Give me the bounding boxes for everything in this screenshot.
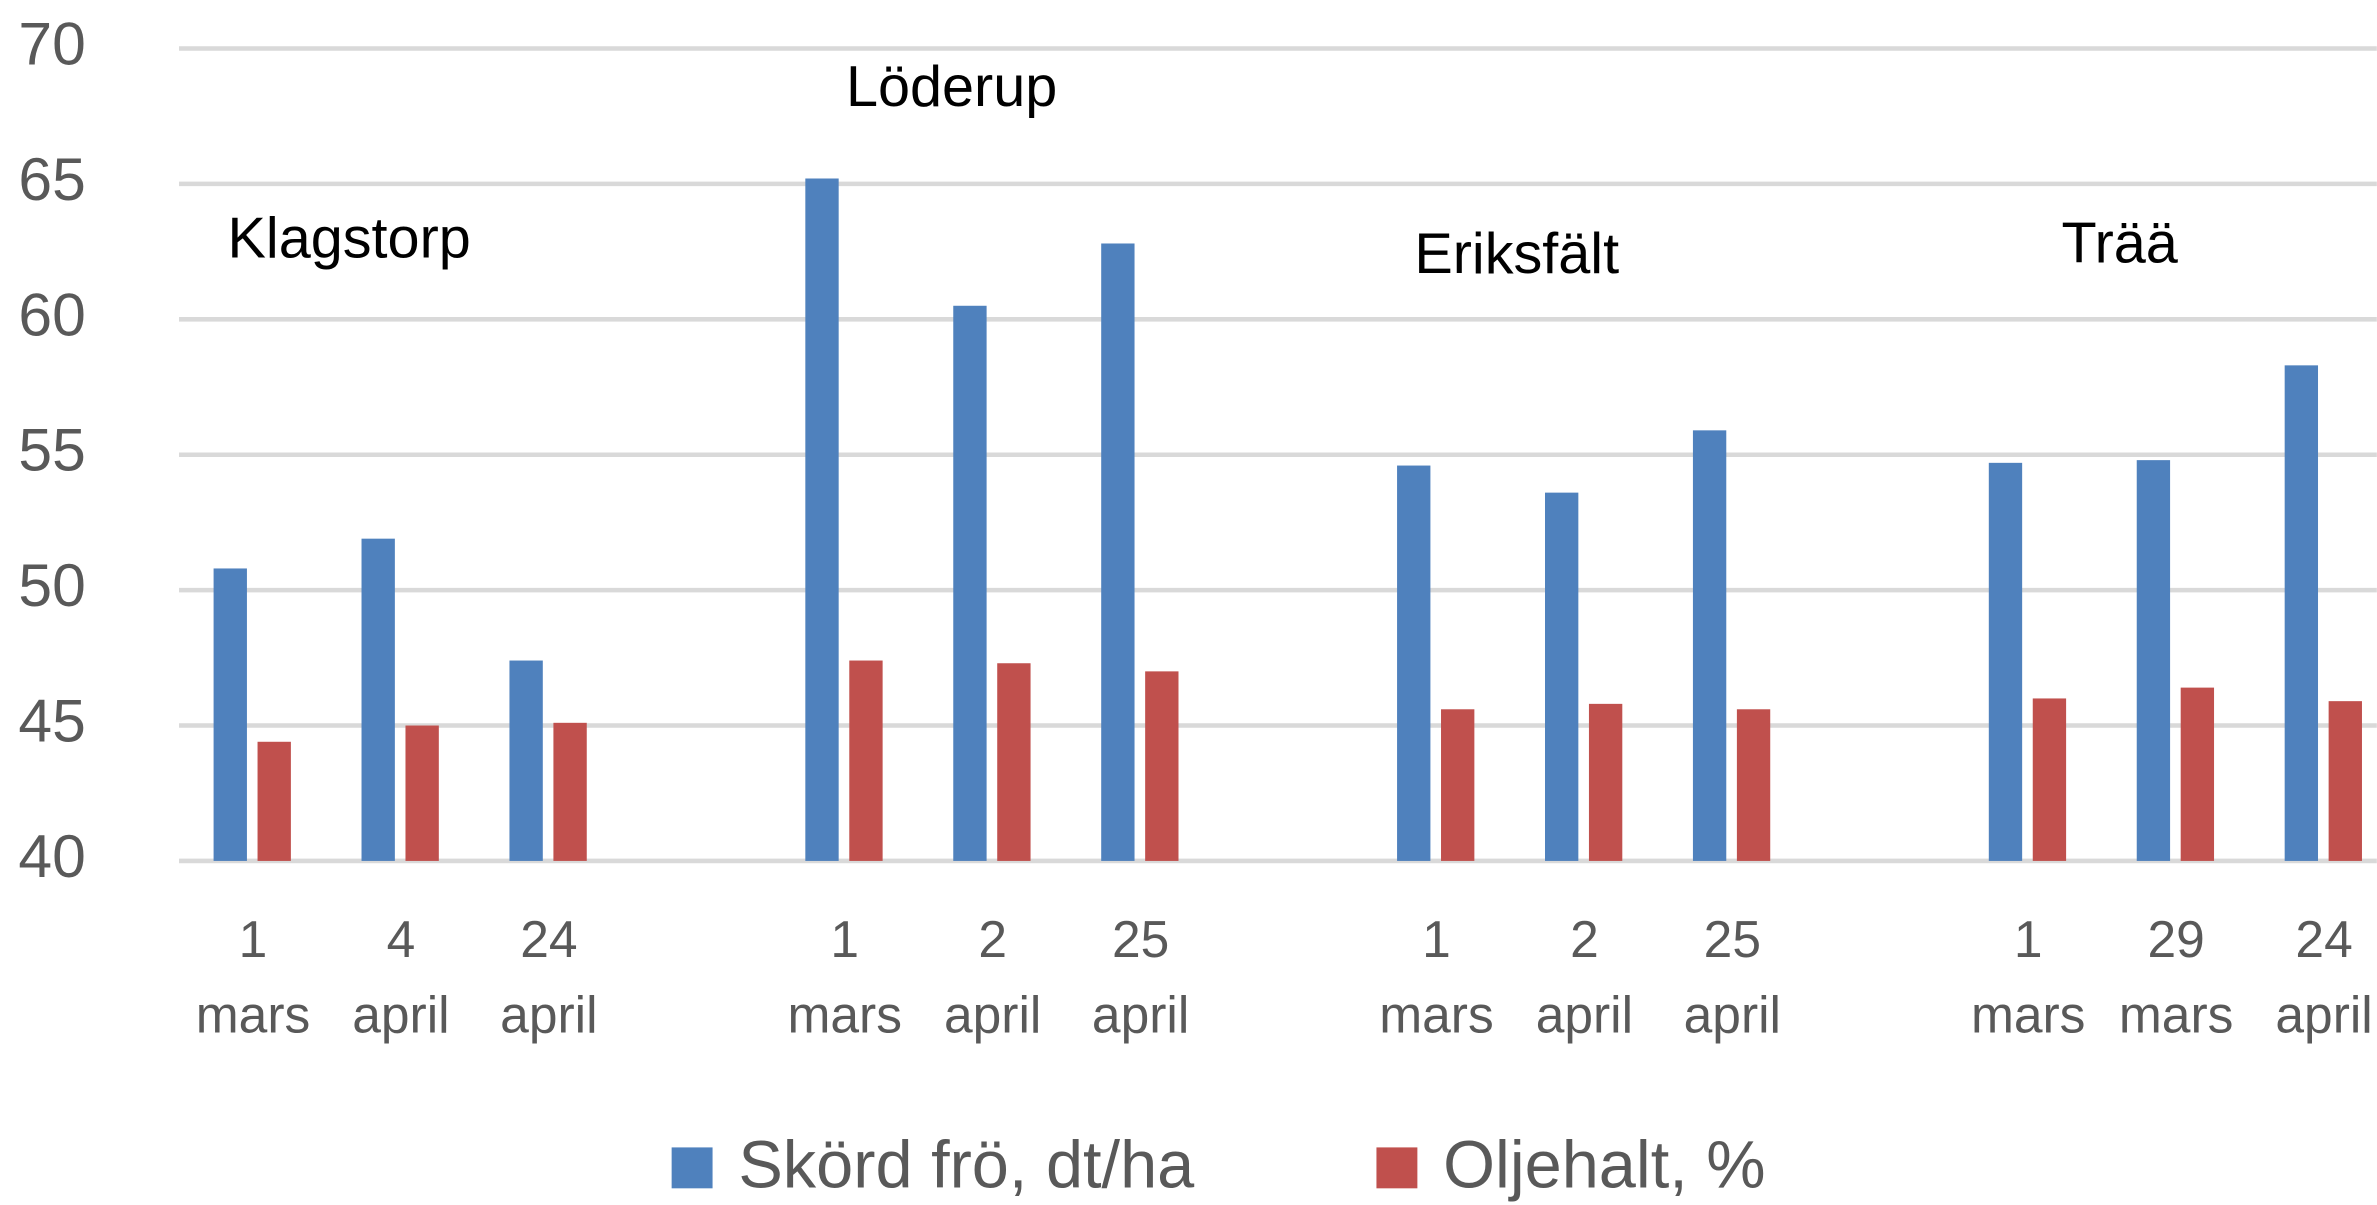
x-tick-label-line: april	[1684, 985, 1781, 1043]
y-tick-label: 55	[18, 416, 85, 484]
bar	[805, 178, 839, 861]
x-tick-label: 1 mars	[787, 909, 901, 1043]
x-tick-label: 4 april	[352, 909, 449, 1043]
y-tick-label: 65	[18, 145, 85, 213]
x-tick-label-line: april	[1536, 985, 1633, 1043]
bar	[2328, 701, 2362, 861]
bar	[405, 725, 439, 861]
y-tick-label: 50	[18, 551, 85, 619]
x-tick-label-line: 1	[239, 909, 268, 967]
grid: 40 45 50 55 60 65 70 1 mars 4 april 24 april 1 mars 2 ap…	[18, 10, 2377, 1043]
bar	[361, 538, 395, 861]
x-tick-label-line: 1	[2014, 909, 2043, 967]
x-tick-label-line: 24	[2295, 909, 2352, 967]
x-tick-label-line: 29	[2147, 909, 2204, 967]
bar	[1544, 492, 1579, 861]
x-tick-label-line: 25	[1112, 909, 1169, 967]
bar	[2180, 687, 2215, 861]
x-tick-label: 1 mars	[196, 909, 310, 1043]
bar	[2136, 460, 2171, 861]
legend-label: Oljehalt, %	[1443, 1129, 1765, 1203]
x-tick-label: 25 april	[1684, 909, 1781, 1043]
bar	[953, 305, 987, 861]
bars	[213, 178, 2362, 861]
x-tick-label-line: mars	[2119, 985, 2233, 1043]
x-tick-label: 24 april	[500, 909, 597, 1043]
legend-label: Skörd frö, dt/ha	[738, 1129, 1195, 1203]
x-tick-label-line: 4	[387, 909, 416, 967]
x-tick-label-line: mars	[196, 985, 310, 1043]
x-tick-label-line: april	[1092, 985, 1189, 1043]
x-tick-label-line: 1	[1422, 909, 1451, 967]
bar	[1588, 703, 1623, 861]
x-tick-label-line: mars	[1379, 985, 1493, 1043]
bar	[1988, 462, 2023, 861]
annotation: Klagstorp	[228, 207, 471, 271]
bar	[553, 722, 587, 861]
bar	[2284, 365, 2319, 861]
annotation: Eriksfält	[1414, 222, 1619, 286]
x-tick-label-line: 2	[978, 909, 1007, 967]
y-tick-label: 45	[18, 687, 85, 755]
bar	[1736, 709, 1771, 861]
annotation: Trää	[2062, 211, 2179, 275]
bar	[849, 660, 883, 861]
x-tick-label-line: 24	[520, 909, 577, 967]
legend: Skörd frö, dt/ha Oljehalt, %	[671, 1129, 1766, 1203]
x-tick-label-line: 1	[830, 909, 859, 967]
y-tick-label: 70	[18, 10, 85, 78]
annotation: Löderup	[846, 55, 1057, 119]
y-tick-label: 60	[18, 280, 85, 348]
bar	[1397, 465, 1431, 861]
x-tick-label: 29 mars	[2119, 909, 2233, 1043]
legend-swatch	[1376, 1147, 1418, 1189]
bar	[257, 741, 291, 861]
x-tick-label-line: mars	[1971, 985, 2085, 1043]
x-tick-label: 2 april	[1536, 909, 1633, 1043]
x-tick-label: 2 april	[944, 909, 1041, 1043]
y-tick-label: 40	[18, 822, 85, 890]
bar	[997, 663, 1031, 861]
bar	[1441, 709, 1475, 861]
bar	[2032, 698, 2067, 861]
x-tick-label-line: 25	[1704, 909, 1761, 967]
x-tick-label-line: april	[352, 985, 449, 1043]
x-tick-label-line: 2	[1570, 909, 1599, 967]
bar	[1101, 243, 1135, 861]
bar	[213, 568, 247, 861]
x-tick-label-line: april	[944, 985, 1041, 1043]
bar	[1145, 671, 1179, 861]
x-tick-label-line: april	[500, 985, 597, 1043]
legend-swatch	[671, 1147, 713, 1189]
x-tick-label: 25 april	[1092, 909, 1189, 1043]
x-tick-label-line: mars	[787, 985, 901, 1043]
x-tick-label-line: april	[2275, 985, 2372, 1043]
x-tick-label: 1 mars	[1379, 909, 1493, 1043]
x-tick-label: 1 mars	[1971, 909, 2085, 1043]
x-tick-label: 24 april	[2275, 909, 2372, 1043]
bar	[509, 660, 543, 861]
bar	[1692, 430, 1727, 861]
